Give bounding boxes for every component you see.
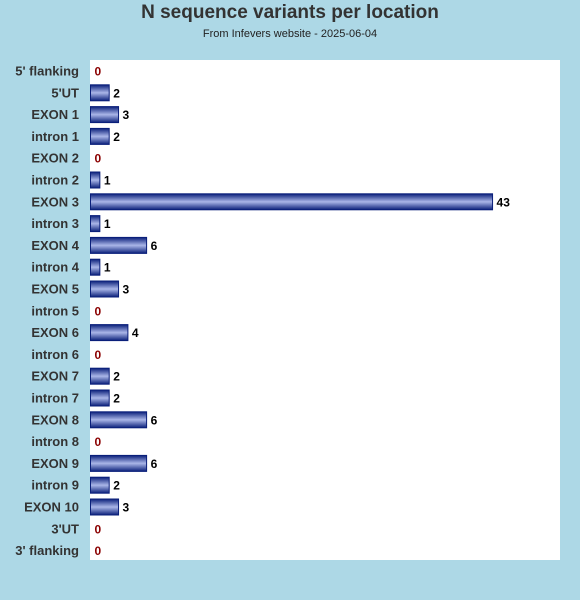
value-label-exon-6: 4 [132,326,139,340]
bar-exon-7 [90,367,110,385]
category-label-exon-7: EXON 7 [31,369,79,384]
category-label-intron-5: intron 5 [31,303,79,318]
bar-intron-9 [90,476,110,494]
bar-exon-6 [90,324,129,342]
bar-5-ut [90,84,110,102]
category-label-exon-3: EXON 3 [31,194,79,209]
value-label-5-ut: 2 [113,86,120,100]
value-label-3-ut: 0 [95,522,102,536]
category-label-exon-9: EXON 9 [31,456,79,471]
value-label-exon-2: 0 [95,152,102,166]
value-label-exon-8: 6 [151,413,158,427]
category-label-5-flanking: 5' flanking [15,64,79,79]
category-label-intron-1: intron 1 [31,129,79,144]
value-label-intron-9: 2 [113,479,120,493]
category-label-intron-8: intron 8 [31,434,79,449]
chart-subtitle: From Infevers website - 2025-06-04 [202,28,378,40]
category-label-exon-4: EXON 4 [31,238,79,253]
bar-exon-3 [90,193,494,211]
bar-exon-9 [90,454,148,472]
value-label-exon-5: 3 [123,283,130,297]
value-label-intron-7: 2 [113,392,120,406]
category-label-intron-2: intron 2 [31,173,79,188]
value-label-exon-4: 6 [151,239,158,253]
category-label-exon-1: EXON 1 [31,107,79,122]
category-label-intron-4: intron 4 [31,260,79,275]
bar-intron-2 [90,171,101,189]
bar-intron-7 [90,389,110,407]
bar-intron-1 [90,127,110,145]
bar-exon-5 [90,280,120,298]
bar-intron-4 [90,258,101,276]
category-label-exon-5: EXON 5 [31,282,79,297]
value-label-intron-3: 1 [104,217,111,231]
value-label-exon-1: 3 [123,108,130,122]
value-label-exon-3: 43 [497,195,511,209]
value-label-intron-4: 1 [104,261,111,275]
bar-exon-10 [90,498,120,516]
bar-exon-1 [90,106,120,124]
bar-exon-4 [90,236,148,254]
bar-exon-8 [90,411,148,429]
category-label-exon-2: EXON 2 [31,151,79,166]
bar-intron-3 [90,215,101,233]
category-label-exon-10: EXON 10 [24,500,79,515]
value-label-5-flanking: 0 [95,65,102,79]
value-label-3-flanking: 0 [95,544,102,558]
category-label-3-flanking: 3' flanking [15,543,79,558]
category-label-intron-7: intron 7 [31,391,79,406]
value-label-intron-1: 2 [113,130,120,144]
value-label-intron-2: 1 [104,174,111,188]
value-label-exon-9: 6 [151,457,158,471]
category-label-intron-3: intron 3 [31,216,79,231]
value-label-exon-10: 3 [123,501,130,515]
category-label-intron-9: intron 9 [31,478,79,493]
category-label-intron-6: intron 6 [31,347,79,362]
plot-area [90,60,560,560]
category-label-3-ut: 3'UT [51,521,79,536]
chart-title: N sequence variants per location [141,2,439,23]
value-label-exon-7: 2 [113,370,120,384]
category-label-exon-6: EXON 6 [31,325,79,340]
value-label-intron-6: 0 [95,348,102,362]
category-label-5-ut: 5'UT [51,85,79,100]
category-label-exon-8: EXON 8 [31,412,79,427]
value-label-intron-5: 0 [95,304,102,318]
value-label-intron-8: 0 [95,435,102,449]
